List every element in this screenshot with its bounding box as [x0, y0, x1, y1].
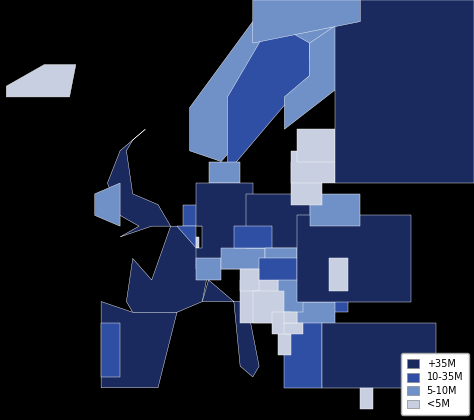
- Polygon shape: [291, 162, 322, 205]
- Polygon shape: [196, 183, 253, 269]
- Polygon shape: [253, 291, 284, 323]
- Polygon shape: [310, 194, 360, 226]
- Polygon shape: [202, 280, 259, 377]
- Polygon shape: [209, 162, 240, 183]
- Polygon shape: [360, 388, 373, 409]
- Polygon shape: [259, 258, 303, 291]
- Polygon shape: [95, 183, 120, 226]
- Polygon shape: [246, 194, 310, 248]
- Polygon shape: [278, 323, 291, 355]
- Polygon shape: [196, 258, 221, 280]
- Polygon shape: [335, 0, 474, 183]
- Legend: +35M, 10-35M, 5-10M, <5M: +35M, 10-35M, 5-10M, <5M: [401, 353, 469, 415]
- Polygon shape: [322, 323, 436, 388]
- Polygon shape: [278, 280, 303, 312]
- Polygon shape: [291, 151, 335, 183]
- Polygon shape: [196, 237, 199, 248]
- Polygon shape: [240, 280, 278, 323]
- Polygon shape: [272, 312, 291, 334]
- Polygon shape: [127, 226, 209, 312]
- Polygon shape: [284, 21, 354, 129]
- Polygon shape: [6, 65, 76, 97]
- Polygon shape: [228, 21, 310, 172]
- Polygon shape: [183, 205, 202, 226]
- Polygon shape: [297, 258, 347, 312]
- Polygon shape: [284, 323, 322, 388]
- Polygon shape: [297, 302, 335, 334]
- Polygon shape: [177, 226, 196, 248]
- Polygon shape: [240, 269, 259, 291]
- Polygon shape: [297, 129, 335, 162]
- Polygon shape: [234, 226, 272, 248]
- Polygon shape: [101, 302, 177, 388]
- Polygon shape: [190, 11, 341, 162]
- Polygon shape: [253, 0, 360, 43]
- Polygon shape: [221, 248, 265, 269]
- Polygon shape: [284, 323, 303, 334]
- Polygon shape: [265, 248, 297, 269]
- Polygon shape: [297, 215, 411, 302]
- Polygon shape: [101, 323, 120, 377]
- Polygon shape: [284, 312, 297, 323]
- Polygon shape: [328, 258, 347, 291]
- Polygon shape: [108, 129, 171, 237]
